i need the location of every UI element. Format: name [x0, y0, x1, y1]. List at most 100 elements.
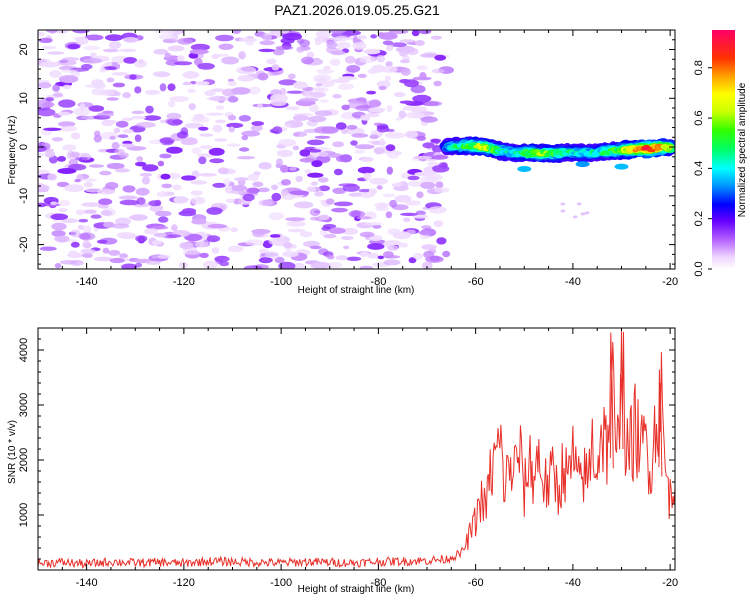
noise-blob: [59, 59, 69, 64]
noise-blob: [114, 91, 121, 97]
noise-blob: [410, 84, 426, 94]
noise-blob: [79, 103, 86, 112]
noise-blob: [378, 85, 387, 91]
noise-blob: [179, 242, 194, 250]
noise-blob: [119, 199, 140, 206]
noise-blob: [202, 260, 218, 269]
noise-blob: [244, 239, 265, 246]
noise-blob: [206, 235, 221, 243]
noise-blob: [80, 248, 96, 255]
noise-blob: [54, 235, 70, 243]
noise-blob: [340, 236, 354, 240]
noise-blob: [363, 222, 383, 226]
noise-blob: [272, 126, 283, 135]
noise-blob: [382, 193, 396, 198]
noise-blob: [211, 247, 220, 254]
noise-blob: [331, 207, 348, 213]
noise-blob: [287, 228, 306, 233]
noise-blob: [214, 255, 230, 263]
noise-blob: [412, 214, 429, 219]
noise-blob: [318, 185, 331, 192]
noise-blob: [367, 243, 385, 250]
noise-blob: [167, 234, 182, 238]
noise-blob: [122, 185, 136, 193]
noise-blob: [268, 237, 288, 246]
noise-blob: [286, 220, 306, 227]
noise-blob: [434, 54, 447, 61]
noise-blob: [172, 184, 182, 191]
snr-x-tick-label: -60: [468, 577, 484, 589]
noise-blob: [366, 90, 377, 95]
noise-blob: [373, 147, 385, 155]
noise-blob: [381, 65, 398, 73]
noise-blob: [114, 168, 130, 173]
noise-blob: [282, 32, 303, 41]
noise-blob: [182, 250, 201, 255]
noise-blob: [151, 240, 163, 246]
noise-blob: [442, 250, 451, 258]
noise-blob: [184, 123, 204, 129]
noise-blob: [307, 172, 324, 178]
colorbar-label: Normalized spectral amplitude: [737, 82, 748, 217]
noise-blob: [411, 30, 420, 37]
noise-blob: [363, 172, 372, 181]
noise-blob: [60, 125, 78, 132]
noise-blob: [412, 94, 432, 103]
noise-blob: [83, 58, 103, 64]
noise-blob: [221, 56, 240, 65]
noise-blob: [116, 232, 135, 238]
noise-blob: [348, 192, 362, 197]
noise-blob: [341, 104, 351, 111]
noise-blob: [338, 76, 357, 81]
noise-blob: [226, 143, 241, 147]
noise-blob: [392, 231, 412, 240]
noise-blob: [56, 181, 70, 188]
noise-blob: [227, 96, 239, 103]
noise-blob: [70, 132, 81, 140]
noise-blob: [282, 251, 299, 258]
noise-blob: [144, 89, 161, 95]
noise-blob: [436, 237, 447, 245]
noise-blob: [106, 77, 115, 83]
noise-blob: [372, 224, 382, 229]
noise-blob: [242, 193, 255, 202]
noise-blob: [400, 67, 411, 76]
noise-blob: [58, 99, 76, 108]
noise-blob: [302, 240, 320, 248]
noise-blob: [38, 82, 52, 89]
noise-blob: [166, 146, 183, 154]
noise-blob: [238, 115, 251, 122]
noise-blob: [390, 42, 407, 47]
noise-blob: [209, 95, 229, 102]
noise-blob: [397, 242, 409, 248]
noise-blob: [145, 105, 154, 114]
snr-x-axis-label: Height of straight line (km): [298, 584, 415, 595]
spectrogram-frame: [37, 29, 676, 270]
noise-blob: [293, 262, 306, 269]
noise-blob: [241, 130, 261, 137]
noise-blob: [106, 97, 119, 101]
noise-blob: [82, 253, 93, 258]
noise-blob: [357, 73, 367, 78]
noise-blob: [258, 48, 275, 53]
noise-blob: [333, 201, 353, 207]
noise-blob: [73, 107, 91, 116]
noise-blob: [430, 35, 443, 40]
noise-blob: [115, 120, 129, 128]
noise-blob: [228, 126, 235, 133]
noise-blob: [176, 131, 189, 139]
noise-blob: [357, 166, 375, 174]
noise-blob: [64, 184, 84, 193]
noise-blob: [269, 234, 281, 238]
noise-blob: [141, 176, 151, 185]
noise-blob: [214, 119, 226, 124]
noise-blob: [251, 121, 264, 126]
noise-blob: [328, 227, 346, 234]
noise-blob: [247, 187, 260, 194]
noise-blob: [135, 161, 147, 167]
noise-blob: [354, 144, 375, 150]
noise-blob: [223, 178, 231, 187]
noise-blob: [314, 110, 333, 117]
noise-blob: [329, 58, 341, 67]
noise-blob: [292, 145, 300, 151]
